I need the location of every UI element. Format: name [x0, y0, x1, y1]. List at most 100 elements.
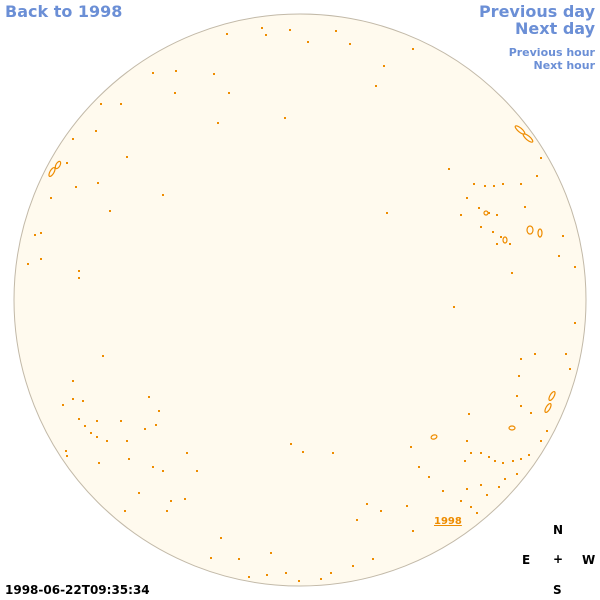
contour-speck	[109, 210, 111, 212]
contour-mark	[544, 402, 552, 414]
contour-speck	[98, 462, 100, 464]
contour-speck	[511, 272, 513, 274]
contour-speck	[428, 476, 430, 478]
contour-speck	[380, 510, 382, 512]
contour-speck	[366, 503, 368, 505]
contour-speck	[509, 243, 511, 245]
contour-speck	[386, 212, 388, 214]
contour-speck	[520, 405, 522, 407]
contour-speck	[502, 183, 504, 185]
contour-speck	[285, 572, 287, 574]
disk-year-label[interactable]: 1998	[434, 516, 462, 527]
observation-timestamp: 1998-06-22T09:35:34	[5, 583, 150, 597]
contour-speck	[460, 214, 462, 216]
contour-speck	[332, 452, 334, 454]
contour-speck	[170, 500, 172, 502]
contour-mark	[508, 425, 516, 431]
contour-speck	[410, 446, 412, 448]
contour-speck	[84, 425, 86, 427]
contour-speck	[265, 34, 267, 36]
compass-east-label: E	[522, 553, 531, 567]
contour-mark	[522, 133, 534, 143]
contour-speck	[512, 460, 514, 462]
contour-speck	[574, 322, 576, 324]
contour-speck	[352, 565, 354, 567]
contour-speck	[174, 92, 176, 94]
contour-speck	[120, 103, 122, 105]
contour-speck	[34, 234, 36, 236]
contour-speck	[375, 85, 377, 87]
contour-speck	[480, 226, 482, 228]
previous-hour-link[interactable]: Previous hour	[508, 46, 595, 59]
contour-speck	[50, 197, 52, 199]
contour-mark	[526, 225, 534, 235]
contour-speck	[270, 552, 272, 554]
contour-speck	[530, 412, 532, 414]
contour-speck	[493, 185, 495, 187]
contour-speck	[238, 558, 240, 560]
contour-mark	[502, 236, 508, 244]
contour-speck	[217, 122, 219, 124]
next-hour-link[interactable]: Next hour	[533, 59, 596, 72]
contour-speck	[468, 413, 470, 415]
contour-speck	[406, 505, 408, 507]
contour-mark	[537, 228, 543, 238]
contour-speck	[330, 572, 332, 574]
contour-speck	[488, 212, 490, 214]
contour-speck	[466, 488, 468, 490]
contour-speck	[540, 157, 542, 159]
contour-speck	[534, 353, 536, 355]
back-to-year-link[interactable]: Back to 1998	[5, 2, 123, 21]
contour-speck	[82, 400, 84, 402]
contour-speck	[65, 450, 67, 452]
contour-speck	[470, 452, 472, 454]
contour-speck	[124, 510, 126, 512]
contour-speck	[228, 92, 230, 94]
contour-speck	[383, 65, 385, 67]
contour-speck	[302, 451, 304, 453]
contour-speck	[480, 484, 482, 486]
contour-speck	[102, 355, 104, 357]
compass-west-label: W	[582, 553, 596, 567]
contour-speck	[126, 440, 128, 442]
contour-speck	[528, 454, 530, 456]
contour-speck	[72, 138, 74, 140]
contour-speck	[75, 186, 77, 188]
contour-speck	[289, 29, 291, 31]
contour-speck	[284, 117, 286, 119]
contour-speck	[546, 430, 548, 432]
contour-speck	[72, 398, 74, 400]
contour-speck	[524, 206, 526, 208]
contour-speck	[196, 470, 198, 472]
contour-mark	[548, 390, 556, 402]
contour-speck	[155, 424, 157, 426]
contour-speck	[120, 420, 122, 422]
previous-day-link[interactable]: Previous day	[478, 2, 595, 21]
contour-speck	[412, 530, 414, 532]
contour-speck	[148, 396, 150, 398]
contour-speck	[486, 494, 488, 496]
next-day-link[interactable]: Next day	[515, 19, 595, 38]
compass-south-label: S	[553, 583, 562, 597]
contour-speck	[106, 440, 108, 442]
contour-speck	[96, 420, 98, 422]
contour-speck	[372, 558, 374, 560]
contour-speck	[298, 580, 300, 582]
contour-speck	[464, 460, 466, 462]
contour-speck	[320, 578, 322, 580]
contour-speck	[220, 537, 222, 539]
contour-speck	[40, 258, 42, 260]
contour-speck	[536, 175, 538, 177]
contour-speck	[349, 43, 351, 45]
contour-speck	[516, 395, 518, 397]
contour-speck	[574, 266, 576, 268]
contour-speck	[518, 375, 520, 377]
contour-speck	[356, 519, 358, 521]
contour-speck	[466, 197, 468, 199]
contour-speck	[488, 456, 490, 458]
contour-speck	[516, 473, 518, 475]
contour-speck	[453, 306, 455, 308]
contour-mark	[48, 166, 56, 178]
contour-speck	[290, 443, 292, 445]
